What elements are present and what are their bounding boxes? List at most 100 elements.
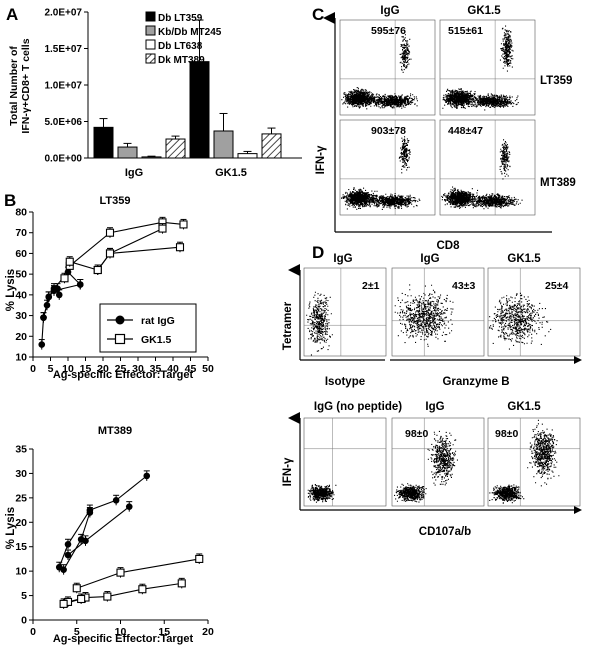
flow-plot-frame [391,267,485,357]
point-rat-igg [143,472,151,480]
lysis-top-series [38,216,188,350]
bar-legend: Db LT359 Kb/Db MT245 Db LT638 Dk MT389 [145,11,222,66]
c-value-mt389-igg: 903±78 [371,125,406,137]
flow-c-mt389-igg [339,119,436,216]
point-gk15 [138,585,147,594]
lysis-top-axes: 10 20 30 40 50 60 70 80 0 5 10 15 20 25 30 35 40 45 50 [15,207,214,376]
flow-c-mt389-gk15 [439,119,536,216]
legend-swatch-dk-mt389 [145,53,156,64]
ytick-label: 80 [15,207,27,219]
point-gk15 [65,257,74,266]
bar-ytick-label: 1.5E+07 [44,44,82,55]
flow-d-cd107-igg [391,417,485,507]
d-bottom-plots [303,417,581,507]
ytick-label: 20 [15,517,27,529]
xtick-label: 5 [74,626,80,638]
point-rat-igg [112,497,120,504]
xtick-label: 40 [167,363,179,375]
xtick-label: 0 [30,626,36,638]
flow-events [306,291,333,356]
point-rat-igg [76,281,84,288]
bar-igg-0 [93,126,114,159]
point-gk15 [105,228,115,237]
d-bottom-col-1: IgG (no peptide) [314,401,402,413]
ytick-label: 60 [15,248,27,260]
flow-events [489,292,552,350]
d-bottom-col-3: GK1.5 [507,401,541,413]
d-top-yaxis-label: Tetramer [282,301,294,350]
flow-c-lt359-igg [339,19,436,116]
legend-gk15: GK1.5 [141,334,172,346]
bar-category-gk15: GK1.5 [215,167,247,179]
line-chart-lt359: LT359 % Lysis Ag-specific Effector:Targe… [5,195,214,381]
point-rat-igg [82,537,89,545]
panel-label-b: B [4,191,16,210]
xtick-label: 10 [115,626,127,638]
flow-d-isotype [303,267,387,357]
c-row-mt389: MT389 [540,177,576,189]
point-rat-igg [86,509,94,516]
legend-swatch-db-lt359 [145,11,156,22]
xtick-label: 15 [158,626,170,638]
flow-c-lt359-gk15 [439,19,536,116]
legend-label-kbdb-mt245: Kb/Db MT245 [158,27,222,38]
c-col-igg: IgG [380,5,399,17]
point-gk15 [77,594,86,604]
d-bottom-value-2: 98±0 [405,428,428,440]
flow-events [489,419,560,504]
point-rat-igg [64,551,72,559]
legend-marker-rat-igg [115,315,125,325]
point-gk15 [60,274,69,283]
flow-panel-d: IgG IgG GK1.5 Tetramer Isotype Granzyme … [282,253,582,538]
flow-panel-c: IFN-γ CD8 IgG GK1.5 LT359 MT389 595±76 5… [315,5,576,252]
bar-gk15-0 [189,61,210,159]
flow-d-cd107-gk15 [487,417,581,507]
xtick-label: 35 [150,363,162,375]
ytick-label: 5 [21,590,27,602]
d-bottom-xaxis-arrow-head [574,506,582,514]
flow-events [442,25,519,111]
legend-marker-gk15 [114,333,126,345]
point-gk15 [59,599,68,608]
bar-igg-3 [165,138,186,159]
flow-events [394,430,458,503]
d-top-xaxis-right: Granzyme B [442,376,509,388]
flow-events [341,136,421,210]
bar-category-igg: IgG [125,167,143,179]
ytick-label: 20 [15,331,27,343]
bar-chart-a: Total Number of IFN-γ+CD8+ T cells 0.0E+… [8,8,302,179]
c-row-lt359: LT359 [540,75,572,87]
ytick-label: 0 [21,615,27,627]
xtick-label: 25 [115,363,127,375]
bar-ytick-label: 5.0E+06 [44,117,82,128]
xtick-label: 0 [30,363,36,375]
bar-series [93,19,282,159]
ytick-label: 50 [15,269,27,281]
d-bottom-value-3: 98±0 [495,428,518,440]
c-value-lt359-gk15: 515±61 [448,25,483,37]
ytick-label: 15 [15,541,27,553]
ytick-label: 30 [15,468,27,480]
point-rat-igg [38,341,46,348]
flow-events [441,139,523,210]
point-gk15 [158,224,167,233]
flow-d-granzyme-igg [391,267,485,357]
ytick-label: 25 [15,492,27,504]
bar-ytick-label: 0.0E+00 [44,154,82,165]
point-gk15 [177,579,186,588]
ytick-label: 70 [15,227,27,239]
panel-label-a: A [6,5,18,24]
d-top-xaxis-arrow-head [574,356,582,364]
flow-events [394,284,454,347]
bar-ytick-label: 1.0E+07 [44,81,82,92]
point-rat-igg [45,293,53,301]
lysis-bottom-title: MT389 [98,425,132,437]
lysis-bottom-ylabel: % Lysis [5,507,17,549]
d-top-col-3: GK1.5 [507,253,541,265]
bar-gk15-1 [213,130,234,159]
flow-d-granzyme-gk15 [487,267,581,357]
xtick-label: 45 [185,363,197,375]
bar-igg-1 [117,146,138,159]
d-top-col-2: IgG [420,253,439,265]
